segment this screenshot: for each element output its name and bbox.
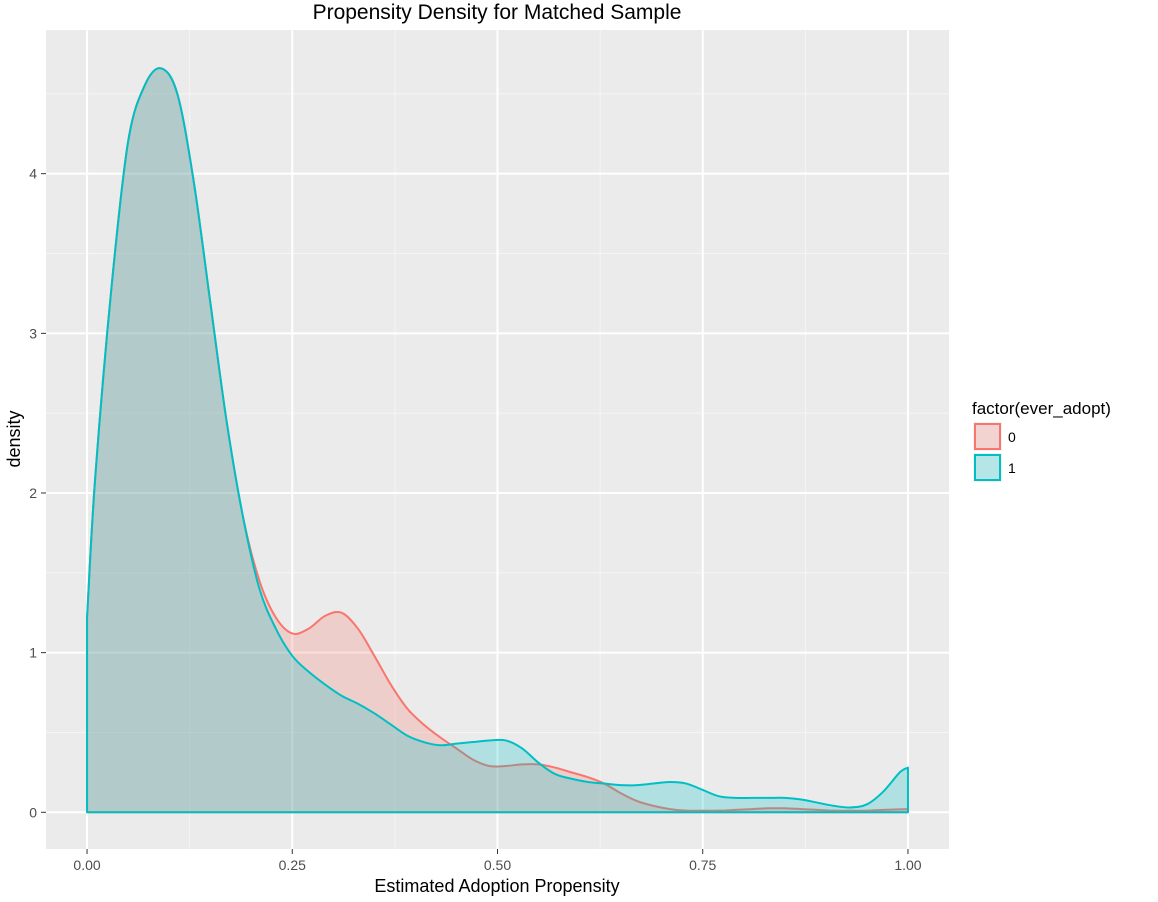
x-tick-label: 1.00 [894, 857, 921, 873]
x-axis-title: Estimated Adoption Propensity [374, 876, 619, 896]
legend-title: factor(ever_adopt) [972, 399, 1111, 418]
x-tick-label: 0.75 [689, 857, 716, 873]
legend-key-0 [974, 423, 1001, 450]
x-axis: 0.00 0.25 0.50 0.75 1.00 [73, 849, 922, 873]
legend-label-0: 0 [1008, 429, 1016, 445]
density-areas [86, 67, 909, 814]
x-tick-label: 0.25 [279, 857, 306, 873]
y-tick-label: 0 [29, 804, 37, 820]
legend-key-bg [973, 422, 1002, 451]
legend-key-bg [973, 453, 1002, 482]
legend-label-1: 1 [1008, 460, 1016, 476]
legend: factor(ever_adopt) 0 1 [972, 399, 1111, 482]
legend-key-1 [974, 454, 1001, 481]
chart-title: Propensity Density for Matched Sample [313, 1, 682, 24]
y-tick-label: 4 [29, 166, 37, 182]
y-tick-label: 2 [29, 485, 37, 501]
y-tick-label: 3 [29, 325, 37, 341]
x-tick-label: 0.00 [73, 857, 100, 873]
y-tick-label: 1 [29, 645, 37, 661]
x-tick-label: 0.50 [484, 857, 511, 873]
y-axis-title: density [4, 410, 24, 467]
y-axis: 0 1 2 3 4 [29, 166, 46, 820]
density-area-series-1 [86, 67, 909, 814]
